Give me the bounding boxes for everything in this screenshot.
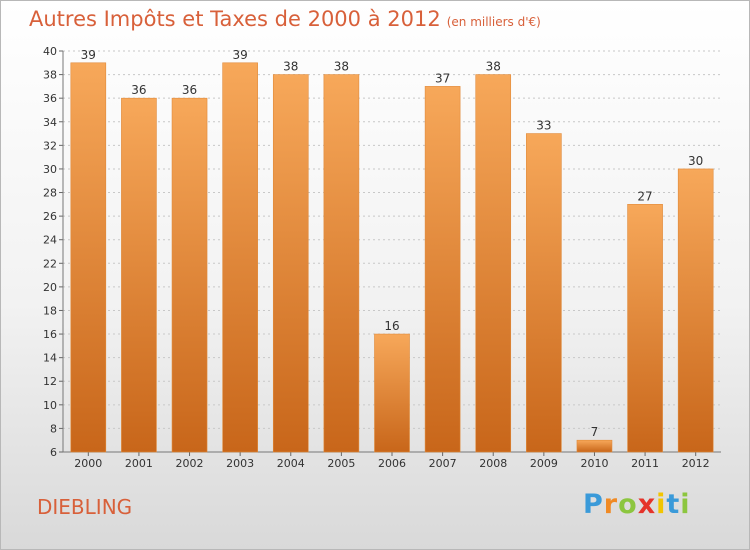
y-tick-label: 40 <box>43 45 57 58</box>
bar-2002 <box>171 97 208 453</box>
bar-2005 <box>323 74 360 453</box>
data-label: 38 <box>334 60 349 74</box>
bar-2012 <box>677 168 714 453</box>
axes: 6 8 10 12 14 16 18 20 22 24 26 28 30 32 34 36 38 40 2000 20… <box>43 45 721 470</box>
data-label: 39 <box>81 48 96 62</box>
y-tick-label: 26 <box>43 210 57 223</box>
y-tick-label: 38 <box>43 69 57 82</box>
bar-2009 <box>526 133 562 453</box>
bar-2007 <box>424 86 461 453</box>
logo-letter: t <box>666 489 681 520</box>
x-tick-label: 2012 <box>682 457 710 470</box>
bar-2000 <box>70 62 107 453</box>
bar-2003 <box>222 62 258 453</box>
x-tick-label: 2011 <box>631 457 659 470</box>
chart-subtitle: (en milliers d'€) <box>446 15 541 29</box>
bar-2001 <box>121 97 157 453</box>
y-tick-label: 12 <box>43 375 57 388</box>
logo-letter: r <box>603 489 619 520</box>
x-tick-label: 2007 <box>429 457 457 470</box>
x-tick-label: 2009 <box>530 457 558 470</box>
data-label: 7 <box>591 425 599 439</box>
data-label: 36 <box>131 83 146 97</box>
y-tick-label: 20 <box>43 281 57 294</box>
y-tick-label: 36 <box>43 92 57 105</box>
logo-letter: i <box>680 489 691 520</box>
y-tick-label: 22 <box>43 257 57 270</box>
bar-2004 <box>272 74 309 453</box>
y-tick-label: 14 <box>43 352 57 365</box>
x-tick-label: 2008 <box>479 457 507 470</box>
x-tick-label: 2001 <box>125 457 153 470</box>
x-tick-label: 2006 <box>378 457 406 470</box>
y-tick-label: 10 <box>43 399 57 412</box>
y-tick-label: 18 <box>43 304 57 317</box>
bar-2010 <box>576 439 613 453</box>
location-name: DIEBLING <box>37 495 133 519</box>
data-label: 39 <box>233 48 248 62</box>
logo-letter: o <box>618 489 638 520</box>
data-label: 16 <box>384 319 399 333</box>
x-tick-label: 2003 <box>226 457 254 470</box>
y-tick-label: 30 <box>43 163 57 176</box>
data-label: 38 <box>283 60 298 74</box>
y-tick-label: 24 <box>43 234 57 247</box>
data-label: 37 <box>435 71 450 85</box>
logo-letter: x <box>637 489 657 520</box>
data-label: 36 <box>182 83 197 97</box>
y-tick-label: 6 <box>50 446 57 459</box>
data-label: 27 <box>637 189 652 203</box>
data-label: 30 <box>688 154 703 168</box>
proxiti-logo: Proxiti <box>583 489 691 520</box>
bar-2006 <box>374 333 410 453</box>
y-tick-label: 32 <box>43 139 57 152</box>
y-tick-label: 34 <box>43 116 57 129</box>
chart-title: Autres Impôts et Taxes de 2000 à 2012 (en… <box>29 7 541 31</box>
x-tick-label: 2000 <box>74 457 102 470</box>
x-tick-label: 2005 <box>327 457 355 470</box>
data-label: 33 <box>536 119 551 133</box>
data-labels: 39 36 36 39 38 38 16 37 38 33 7 27 30 <box>81 48 704 439</box>
logo-letter: P <box>583 489 604 520</box>
bar-2008 <box>475 74 512 453</box>
y-tick-label: 28 <box>43 187 57 200</box>
y-tick-label: 8 <box>50 422 57 435</box>
y-tick-label: 16 <box>43 328 57 341</box>
x-tick-label: 2004 <box>277 457 305 470</box>
chart-title-text: Autres Impôts et Taxes de 2000 à 2012 <box>29 7 441 31</box>
x-tick-label: 2002 <box>176 457 204 470</box>
bars <box>70 62 714 453</box>
data-label: 38 <box>486 60 501 74</box>
bar-2011 <box>627 204 663 453</box>
x-tick-label: 2010 <box>580 457 608 470</box>
logo-letter: i <box>656 489 667 520</box>
